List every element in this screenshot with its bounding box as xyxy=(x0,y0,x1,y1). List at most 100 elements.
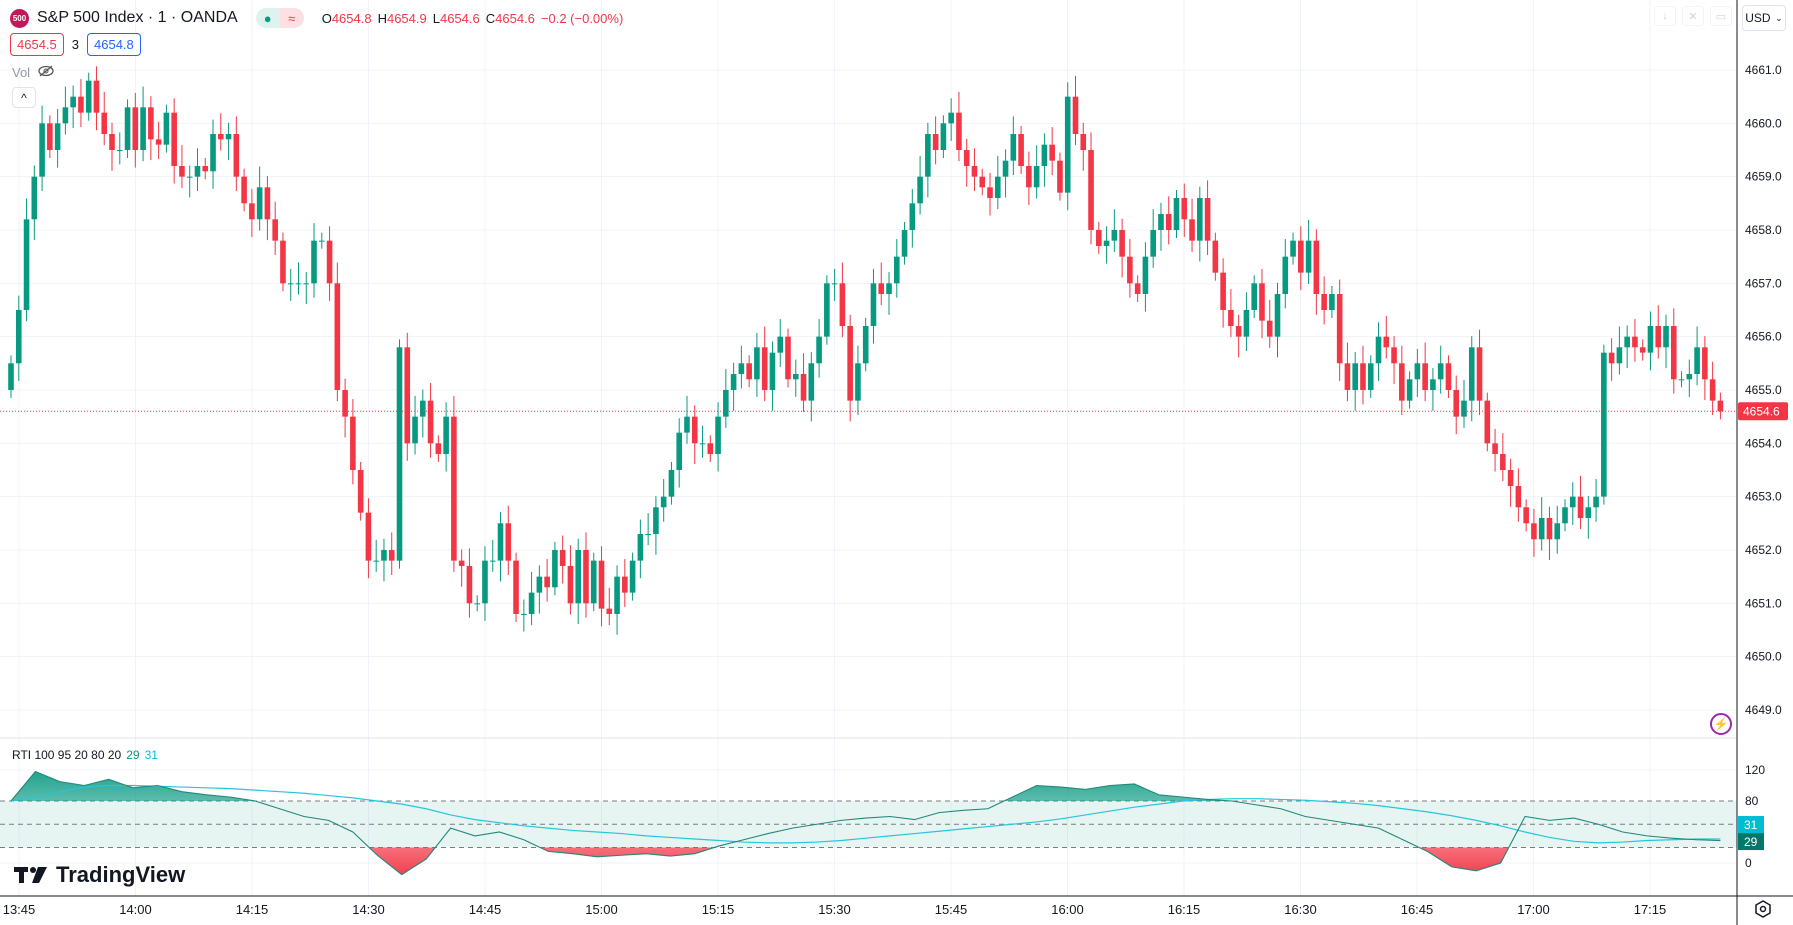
candle xyxy=(1235,314,1242,358)
candle xyxy=(1500,433,1506,482)
candle-body xyxy=(1678,379,1685,381)
symbol-title[interactable]: S&P 500 Index · 1 · OANDA xyxy=(37,9,238,26)
status-pill[interactable]: ● ≈ xyxy=(255,8,304,28)
candle-body xyxy=(668,469,675,497)
candle-body xyxy=(1002,160,1009,177)
candle xyxy=(606,587,613,626)
candle xyxy=(1336,279,1343,381)
rti-signal-value: 31 xyxy=(144,748,158,762)
candle-body xyxy=(1189,219,1195,241)
candle xyxy=(1546,506,1553,561)
candle-body xyxy=(1523,507,1529,524)
candle xyxy=(1399,345,1405,416)
candle-body xyxy=(1624,336,1630,348)
collapse-legend-button[interactable]: ^ xyxy=(12,87,36,108)
candle xyxy=(1492,428,1498,472)
candle xyxy=(1484,392,1491,452)
candle-body xyxy=(404,347,411,444)
candle xyxy=(971,148,978,192)
candle-body xyxy=(979,176,986,188)
candle-body xyxy=(93,80,100,113)
candle xyxy=(715,402,721,472)
candle xyxy=(513,552,519,622)
buy-button[interactable]: 4654.8 xyxy=(87,33,141,56)
candle xyxy=(1197,186,1203,262)
candle xyxy=(684,395,690,444)
candle xyxy=(179,145,185,188)
candle xyxy=(1298,226,1304,291)
candle-body xyxy=(1391,347,1397,364)
candle xyxy=(1453,375,1460,435)
candle xyxy=(451,395,457,572)
candle xyxy=(816,319,822,378)
candle xyxy=(723,369,729,428)
candle-body xyxy=(622,576,628,593)
candle-body xyxy=(831,283,838,285)
candle-body xyxy=(862,325,869,364)
tradingview-logo[interactable]: TradingView xyxy=(14,862,185,888)
settings-icon[interactable] xyxy=(1752,898,1774,920)
candle xyxy=(932,116,939,165)
candle xyxy=(893,239,900,298)
candle xyxy=(1002,149,1009,198)
candle-body xyxy=(256,187,263,220)
candle xyxy=(660,479,667,522)
candle-body xyxy=(808,363,815,401)
candle xyxy=(497,512,504,582)
candle-body xyxy=(326,240,333,284)
candle xyxy=(62,86,69,135)
candle-body xyxy=(1111,229,1118,241)
candle xyxy=(1663,314,1669,369)
candle xyxy=(319,232,325,249)
sell-button[interactable]: 4654.5 xyxy=(10,33,64,56)
candle xyxy=(754,332,760,397)
candle-body xyxy=(202,165,209,172)
candle-body xyxy=(738,363,745,374)
price-tick-label: 4653.0 xyxy=(1745,490,1782,504)
candle-body xyxy=(466,565,473,604)
candle xyxy=(1585,496,1592,539)
candle-body xyxy=(210,133,216,172)
candle xyxy=(855,345,861,416)
maximize-icon[interactable]: ▭ xyxy=(1710,6,1732,26)
candle-body xyxy=(1220,272,1226,310)
candle-body xyxy=(925,133,931,177)
candle xyxy=(994,155,1001,210)
candle xyxy=(1601,344,1607,505)
collapse-icon[interactable]: ✕ xyxy=(1682,6,1704,26)
low-value: 4654.6 xyxy=(439,10,480,26)
candle xyxy=(373,539,379,572)
eye-off-icon[interactable] xyxy=(38,65,54,80)
candle-body xyxy=(1134,283,1141,294)
candle-body xyxy=(8,363,14,390)
candle xyxy=(777,319,784,368)
candle-body xyxy=(552,549,558,588)
lightning-icon[interactable]: ⚡ xyxy=(1710,713,1732,735)
candle-body xyxy=(31,176,38,220)
price-tick-label: 4660.0 xyxy=(1745,116,1782,130)
candle xyxy=(31,165,38,241)
candle xyxy=(1274,282,1281,358)
candle xyxy=(1647,311,1654,371)
candle xyxy=(1266,299,1273,348)
rti-label[interactable]: RTI 100 95 20 80 20 xyxy=(12,748,122,762)
rti-tick-label: 0 xyxy=(1745,856,1752,870)
currency-select[interactable]: USD ⌄ xyxy=(1742,5,1786,31)
arrow-down-icon[interactable]: ↓ xyxy=(1654,6,1676,26)
candle xyxy=(925,122,931,198)
candle-body xyxy=(1546,517,1553,540)
candle xyxy=(39,105,45,192)
candle-body xyxy=(521,613,527,615)
candle-body xyxy=(684,416,690,433)
candle-body xyxy=(365,512,372,561)
candle xyxy=(1461,379,1467,428)
candle-body xyxy=(171,112,177,166)
candle-body xyxy=(474,603,480,605)
candle-body xyxy=(140,107,146,150)
candle-body xyxy=(482,560,488,604)
candle-body xyxy=(497,523,504,561)
candle-body xyxy=(1694,347,1700,374)
candle-body xyxy=(1150,229,1156,257)
price-tick-label: 4650.0 xyxy=(1745,650,1782,664)
